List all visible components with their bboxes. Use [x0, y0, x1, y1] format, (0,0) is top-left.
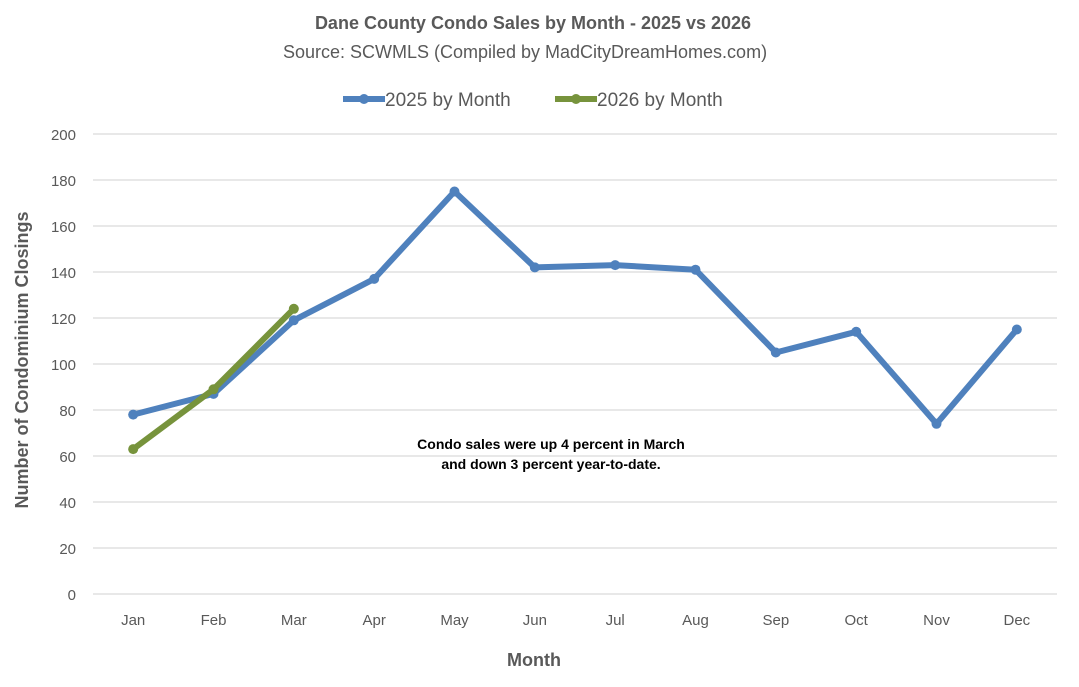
data-point — [610, 260, 621, 271]
data-point — [208, 384, 219, 395]
x-tick-label: Apr — [362, 612, 385, 629]
series-line — [132, 188, 1020, 427]
y-tick-label: 100 — [51, 357, 76, 374]
x-tick-label: May — [440, 612, 469, 629]
annotation-line-1: Condo sales were up 4 percent in March — [417, 436, 685, 452]
x-tick-label: Dec — [1003, 612, 1030, 629]
data-point — [288, 315, 299, 326]
y-axis-label: Number of Condominium Closings — [12, 212, 32, 509]
legend-label: 2025 by Month — [385, 90, 511, 111]
y-tick-label: 200 — [51, 127, 76, 144]
legend: 2025 by Month 2026 by Month — [343, 90, 723, 111]
legend-marker — [359, 94, 369, 104]
y-tick-label: 40 — [59, 495, 76, 512]
data-point — [770, 347, 781, 358]
legend-label: 2026 by Month — [597, 90, 723, 111]
annotation-line-2: and down 3 percent year-to-date. — [441, 456, 660, 472]
y-tick-label: 160 — [51, 219, 76, 236]
x-tick-label: Oct — [844, 612, 868, 629]
data-point — [288, 303, 299, 314]
data-point — [851, 326, 862, 337]
series-2 — [128, 303, 299, 455]
data-point — [529, 262, 540, 273]
x-tick-label: Feb — [201, 612, 227, 629]
data-point — [449, 186, 460, 197]
data-point — [128, 409, 139, 420]
data-point — [690, 264, 701, 275]
x-tick-label: Jun — [523, 612, 547, 629]
legend-marker — [571, 94, 581, 104]
y-tick-label: 140 — [51, 265, 76, 282]
chart-title: Dane County Condo Sales by Month - 2025 … — [315, 13, 751, 33]
series-1 — [128, 186, 1022, 429]
x-tick-label: Aug — [682, 612, 709, 629]
x-tick-label: Mar — [281, 612, 307, 629]
y-tick-label: 120 — [51, 311, 76, 328]
x-tick-label: Jan — [121, 612, 145, 629]
chart-subtitle: Source: SCWMLS (Compiled by MadCityDream… — [283, 42, 767, 62]
x-tick-label: Sep — [762, 612, 789, 629]
y-tick-label: 60 — [59, 449, 76, 466]
series-line — [131, 306, 296, 452]
y-tick-label: 20 — [59, 541, 76, 558]
x-tick-label: Nov — [923, 612, 950, 629]
x-tick-label: Jul — [606, 612, 625, 629]
x-axis-label: Month — [507, 650, 561, 670]
y-tick-label: 180 — [51, 173, 76, 190]
data-point — [931, 418, 942, 429]
data-point — [369, 273, 380, 284]
y-tick-label: 80 — [59, 403, 76, 420]
data-point — [1011, 324, 1022, 335]
data-point — [128, 444, 139, 455]
y-tick-label: 0 — [68, 587, 76, 604]
